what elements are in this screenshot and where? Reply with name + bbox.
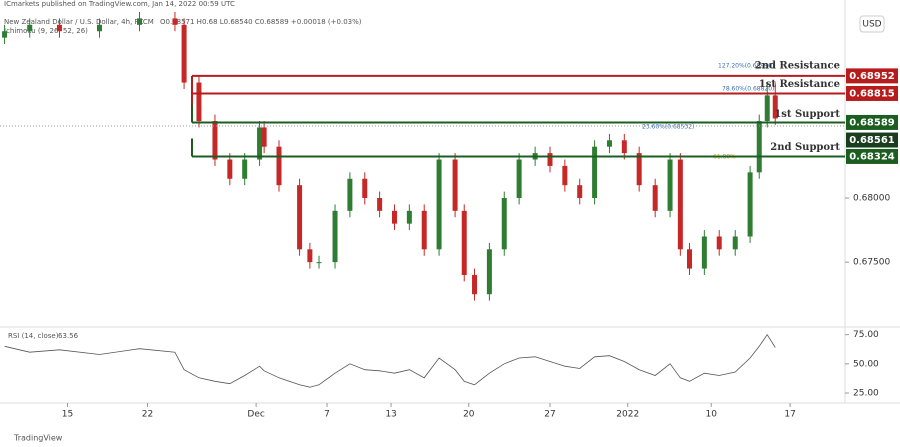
rsi-last: 63.56 — [58, 332, 79, 340]
ohlc: O0.68571 H0.68 L0.68540 C0.68589 +0.0001… — [160, 18, 362, 26]
candle-body — [307, 249, 313, 263]
candle-body — [362, 178, 368, 199]
candle-body — [436, 159, 442, 250]
x-tick-label: 17 — [784, 410, 795, 420]
candle-body — [261, 127, 267, 147]
y-tick-label: 0.67500 — [853, 258, 890, 268]
candle-body — [636, 153, 642, 186]
candle-body — [297, 185, 303, 250]
currency[interactable]: USD — [862, 20, 881, 30]
symbol: New Zealand Dollar / U.S. Dollar, 4h, FX… — [4, 18, 154, 26]
level-name: 1st Resistance — [759, 79, 840, 90]
candle-body — [172, 18, 178, 25]
candle-body — [592, 146, 598, 199]
rsi-tick-label: 25.00 — [853, 389, 879, 399]
candle-body — [27, 24, 33, 32]
candle-body — [764, 95, 770, 122]
candle-body — [421, 210, 427, 250]
candle-body — [716, 236, 722, 250]
level-box — [846, 148, 898, 164]
candle-body — [516, 159, 522, 199]
level-name: 2nd Support — [770, 142, 840, 153]
candle-body — [212, 121, 218, 160]
level-value: 0.68952 — [849, 71, 895, 82]
candle-body — [181, 24, 187, 83]
level-name: 1st Support — [774, 109, 840, 120]
level-box — [846, 85, 898, 101]
fib-label: 23.60%(0.68532) — [642, 124, 694, 131]
candle-body — [136, 18, 142, 25]
candle-body — [461, 210, 467, 275]
candle-body — [652, 185, 658, 211]
publisher: ICmarkets published on TradingView.com, … — [4, 0, 235, 8]
candle-body — [472, 274, 478, 295]
candle-body — [96, 24, 102, 32]
candle-body — [677, 159, 683, 250]
x-tick-label: 13 — [385, 410, 396, 420]
fib-label: 78.60%(0.68820) — [722, 86, 774, 93]
candle-body — [772, 95, 778, 119]
candle-body — [196, 82, 202, 122]
candle-body — [577, 185, 583, 199]
candle-body — [452, 159, 458, 211]
x-tick-label: 20 — [463, 410, 475, 420]
candle-body — [606, 140, 612, 147]
level-name: 2nd Resistance — [755, 60, 840, 71]
x-tick-label: 7 — [324, 410, 330, 420]
candle-body — [377, 198, 383, 211]
last-price-box — [846, 132, 898, 148]
candle-body — [701, 236, 707, 269]
rsi-name: RSI (14, close) — [8, 332, 59, 340]
candle-body — [2, 31, 8, 38]
candle-body — [667, 159, 673, 211]
candle-body — [486, 249, 492, 295]
candle-body — [56, 24, 62, 32]
level-box — [846, 68, 898, 84]
x-tick-label: 22 — [142, 410, 153, 420]
currency-box[interactable] — [859, 15, 885, 33]
level-value: 0.68815 — [849, 88, 895, 99]
level-value: 0.68589 — [849, 117, 895, 128]
candle-body — [347, 178, 353, 211]
candle-body — [547, 153, 553, 166]
candle-body — [562, 165, 568, 186]
rsi-tick-label: 75.00 — [853, 330, 879, 340]
candle-body — [242, 159, 248, 179]
level-box — [846, 114, 898, 130]
y-tick-label: 0.68000 — [853, 194, 890, 204]
candle-body — [406, 210, 412, 224]
candle-body — [756, 121, 762, 173]
candle-body — [621, 140, 627, 154]
x-tick-label: 27 — [544, 410, 555, 420]
candle-body — [391, 210, 397, 224]
level-value: 0.68324 — [849, 151, 895, 162]
rsi-tick-label: 50.00 — [853, 359, 879, 369]
candle-body — [501, 198, 507, 250]
x-tick-label: 10 — [705, 410, 717, 420]
x-tick-label: 2022 — [616, 410, 639, 420]
candle-body — [747, 172, 753, 237]
x-tick-label: 15 — [62, 410, 73, 420]
last-price: 0.68561 — [849, 135, 895, 146]
candle-body — [257, 127, 263, 160]
candle-body — [227, 159, 233, 179]
candle-body — [332, 210, 338, 263]
fib-label: 127.20%(0.68996) — [718, 63, 774, 70]
x-tick-label: Dec — [247, 410, 264, 420]
candle-body — [276, 146, 282, 186]
indicator: Ichimoku (9, 26, 52, 26) — [4, 27, 88, 35]
candle-body — [686, 249, 692, 269]
candle-body — [732, 236, 738, 250]
rsi-line — [4, 333, 776, 388]
candle-body — [316, 262, 322, 264]
footer: TradingView — [13, 434, 63, 443]
